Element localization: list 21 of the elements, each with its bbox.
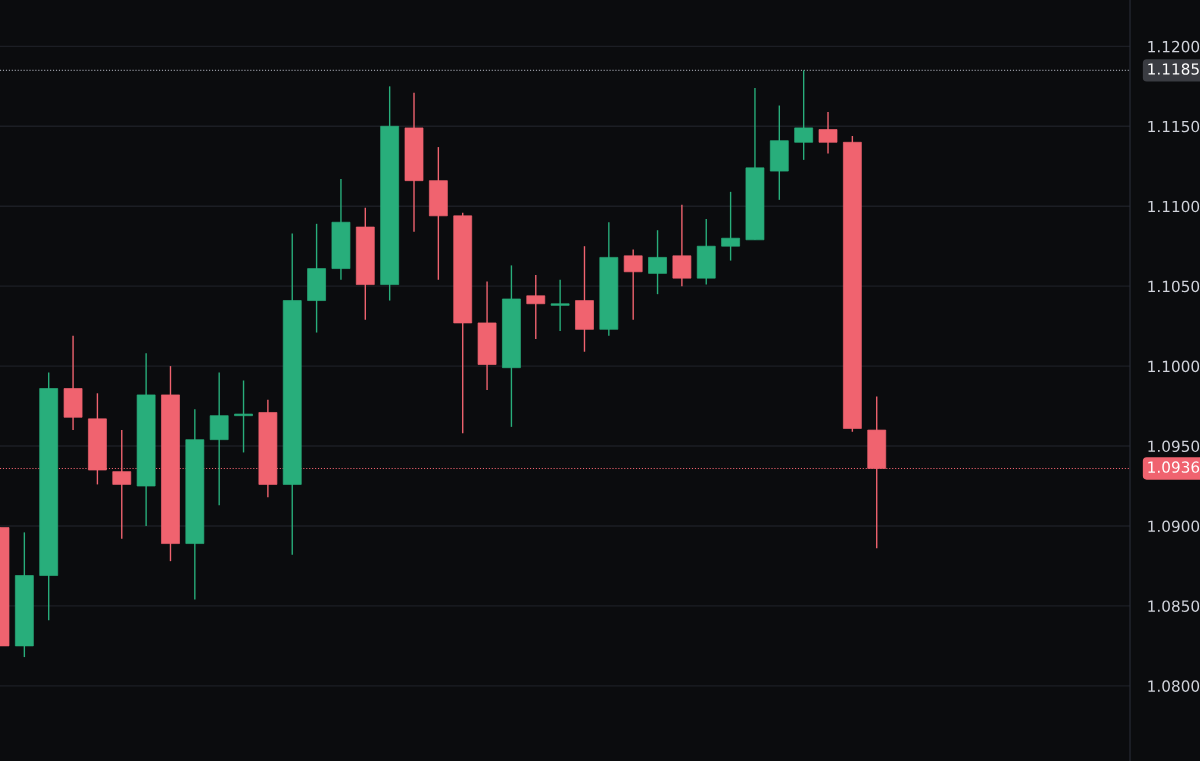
candlestick xyxy=(209,371,229,506)
y-tick-label: 1.1100 xyxy=(1148,200,1200,213)
candlestick xyxy=(550,279,570,332)
y-tick-label: 1.0800 xyxy=(1148,680,1200,692)
y-tick-label: 1.1000 xyxy=(1148,360,1200,373)
y-tick-label: 1.0850 xyxy=(1148,600,1200,612)
candlestick xyxy=(623,248,643,321)
candlestick xyxy=(234,379,253,454)
candlestick xyxy=(794,69,814,161)
y-tick-label: 1.1200 xyxy=(1148,40,1200,53)
ref-line-label: 1.0936 xyxy=(1148,461,1200,473)
ref-line-label: 1.1185 xyxy=(1148,63,1199,75)
y-tick-label: 1.1050 xyxy=(1148,280,1200,293)
candlestick xyxy=(721,191,740,262)
candlestick xyxy=(526,274,546,340)
candlestick xyxy=(648,229,667,295)
candlestick xyxy=(818,111,838,155)
y-tick-label: 1.0950 xyxy=(1148,440,1200,453)
candlestick xyxy=(672,203,692,287)
y-tick-label: 1.1150 xyxy=(1148,120,1200,133)
y-tick-label: 1.0900 xyxy=(1148,520,1200,533)
